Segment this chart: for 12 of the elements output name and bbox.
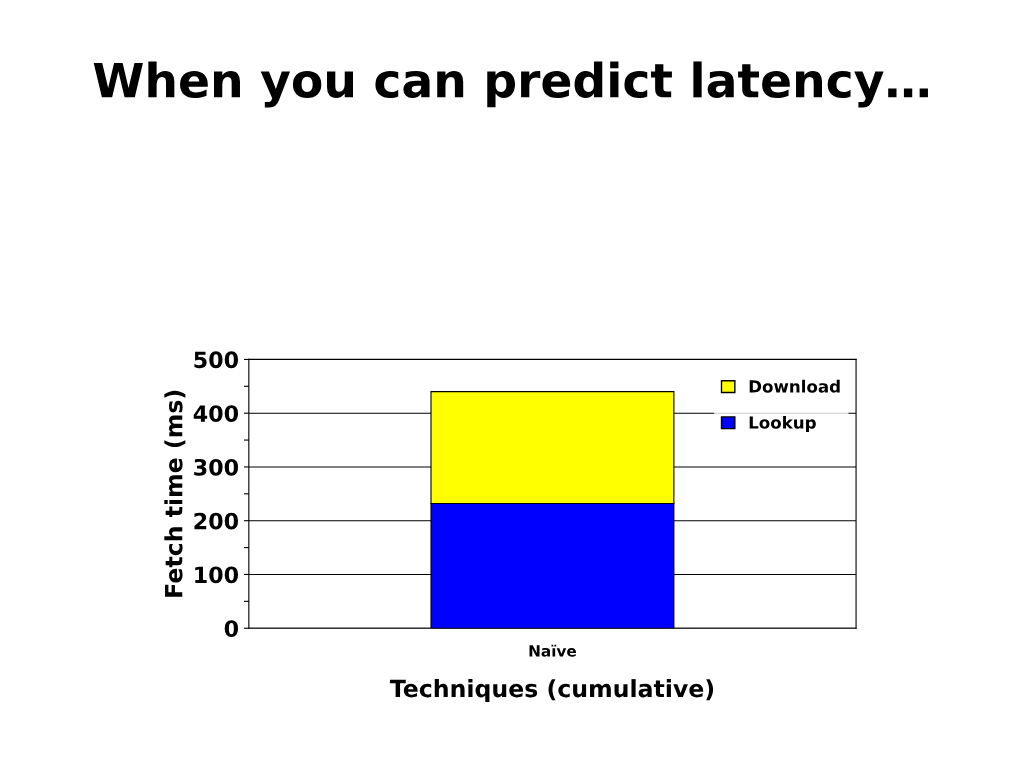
y-tick-label: 200 (194, 512, 239, 530)
chart-title: When you can predict latency… (93, 61, 928, 108)
y-axis-title: Fetch time (ms) (164, 390, 186, 597)
legend-label: Lookup (749, 415, 816, 433)
y-tick-label: 0 (224, 620, 239, 637)
y-tick-label: 100 (195, 566, 239, 584)
y-tick-label: 400 (193, 405, 239, 422)
x-axis-title: Techniques (cumulative) (389, 679, 714, 702)
legend-label: Download (749, 379, 840, 393)
y-tick-label: 500 (194, 351, 239, 369)
x-tick-label: Naïve (529, 644, 577, 657)
y-tick-label: 300 (194, 458, 239, 476)
